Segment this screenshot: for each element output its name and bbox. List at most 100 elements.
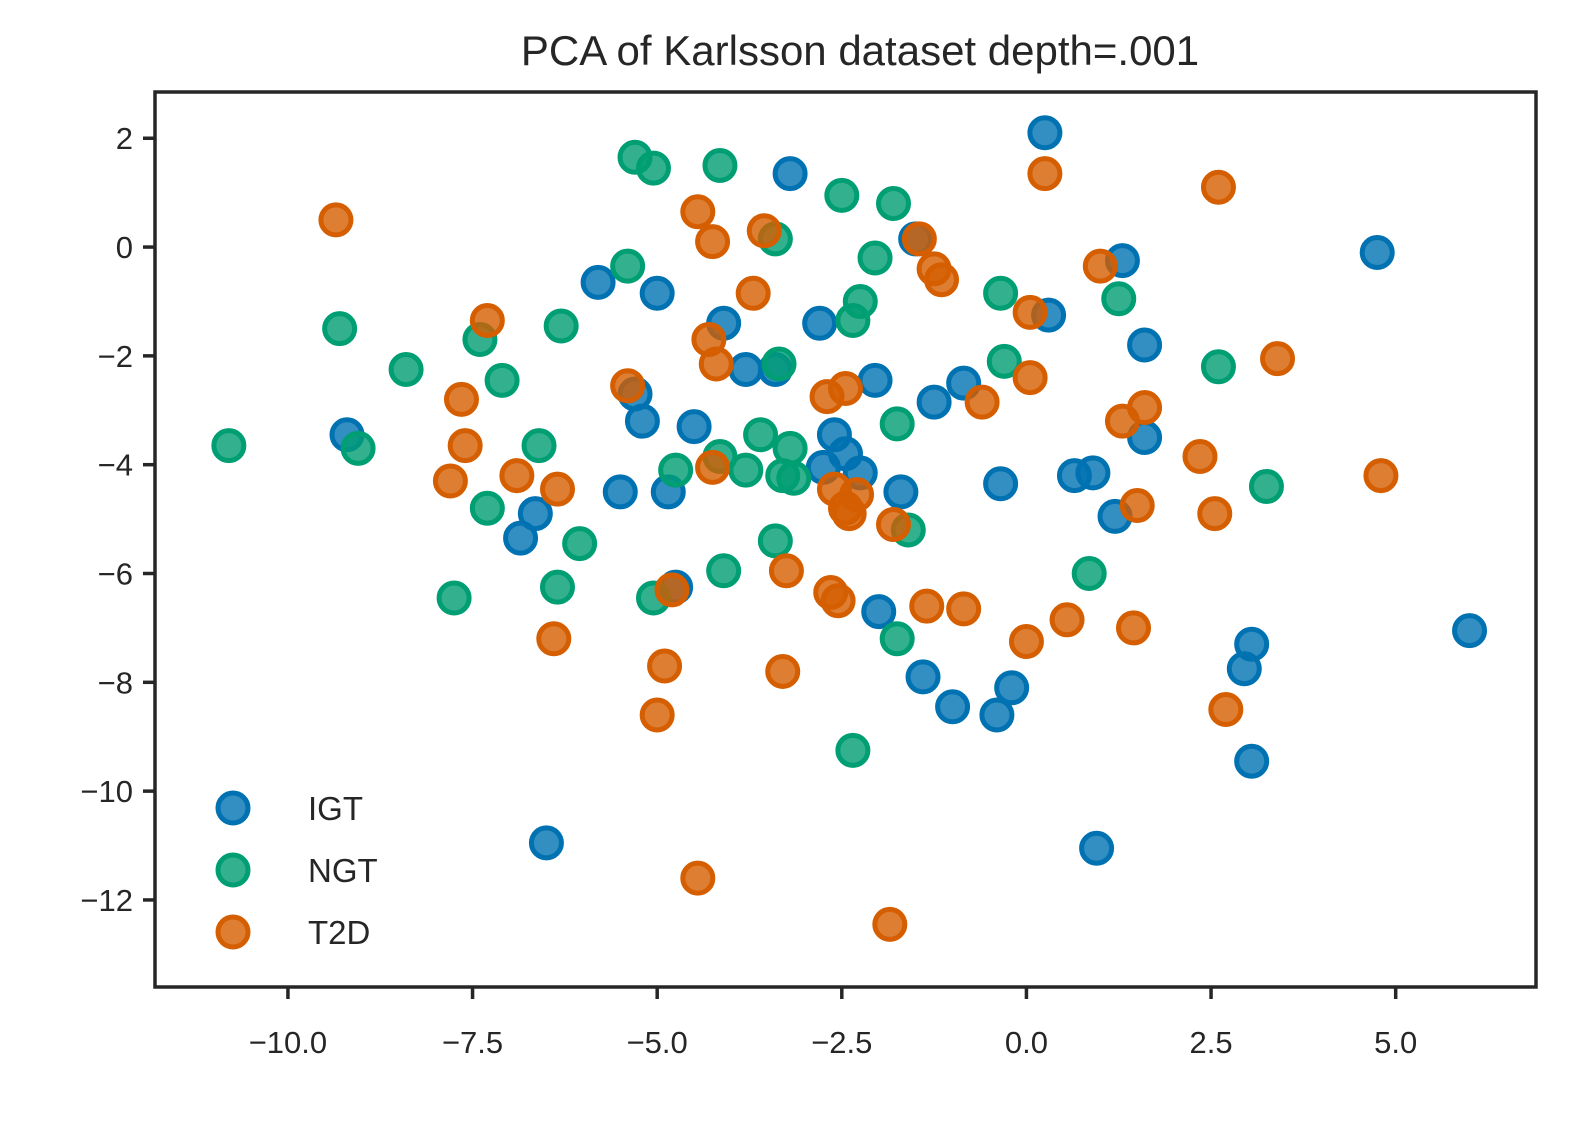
point-igt-5 — [580, 264, 616, 300]
point-ngt-16 — [484, 362, 520, 398]
point-t2d-1 — [680, 194, 716, 230]
x-axis: −10.0 −7.5 −5.0 −2.5 0.0 2.5 5.0 — [249, 987, 1417, 1060]
point-igt-45 — [528, 825, 564, 861]
series-ngt — [211, 139, 1284, 768]
point-t2d-53 — [872, 906, 908, 942]
legend: IGT NGT T2D — [215, 790, 378, 951]
x-tick-label: 0.0 — [1005, 1025, 1048, 1060]
point-t2d-49 — [765, 653, 801, 689]
point-ngt-23 — [521, 428, 557, 464]
point-igt-1 — [772, 156, 808, 192]
point-igt-26 — [983, 466, 1019, 502]
point-igt-41 — [1226, 651, 1262, 687]
point-t2d-24 — [447, 428, 483, 464]
point-t2d-3 — [746, 213, 782, 249]
point-ngt-21 — [211, 428, 247, 464]
plot-area-frame — [153, 90, 1538, 989]
point-t2d-47 — [536, 621, 572, 657]
y-axis: 2 0 −2 −4 −6 −8 −10 −12 — [80, 121, 155, 918]
point-igt-25 — [883, 474, 919, 510]
point-igt-35 — [861, 594, 897, 630]
point-ngt-7 — [610, 248, 646, 284]
point-t2d-52 — [680, 860, 716, 896]
legend-marker-ngt — [215, 852, 251, 888]
legend-label-t2d: T2D — [308, 914, 370, 951]
point-ngt-36 — [706, 553, 742, 589]
point-t2d-4 — [901, 221, 937, 257]
point-t2d-21 — [1012, 360, 1048, 396]
point-igt-44 — [1079, 830, 1115, 866]
point-ngt-34 — [757, 523, 793, 559]
point-ngt-10 — [1101, 281, 1137, 317]
point-igt-38 — [994, 670, 1030, 706]
point-igt-28 — [1075, 455, 1111, 491]
point-ngt-22 — [340, 430, 376, 466]
point-t2d-15 — [1260, 341, 1296, 377]
point-igt-18 — [624, 403, 660, 439]
point-igt-19 — [676, 409, 712, 445]
y-tick-label: 2 — [116, 121, 133, 156]
point-igt-37 — [935, 689, 971, 725]
point-t2d-14 — [698, 346, 734, 382]
y-tick-label: −12 — [80, 883, 133, 918]
point-ngt-42 — [835, 732, 871, 768]
point-ngt-24 — [743, 417, 779, 453]
point-t2d-25 — [432, 463, 468, 499]
point-ngt-3 — [824, 177, 860, 213]
point-igt-16 — [916, 384, 952, 420]
legend-marker-t2d — [215, 914, 251, 950]
point-ngt-8 — [983, 275, 1019, 311]
point-ngt-37 — [1071, 556, 1107, 592]
point-igt-33 — [503, 520, 539, 556]
point-ngt-20 — [879, 406, 915, 442]
point-igt-11 — [728, 351, 764, 387]
point-ngt-19 — [1200, 349, 1236, 385]
point-igt-39 — [979, 697, 1015, 733]
point-t2d-23 — [1104, 403, 1140, 439]
point-ngt-11 — [322, 311, 358, 347]
point-t2d-32 — [831, 496, 867, 532]
points-layer — [211, 115, 1488, 942]
point-ngt-39 — [539, 569, 575, 605]
point-t2d-38 — [768, 553, 804, 589]
x-tick-label: −10.0 — [249, 1025, 327, 1060]
point-ngt-6 — [857, 240, 893, 276]
point-t2d-0 — [318, 202, 354, 238]
point-igt-6 — [639, 275, 675, 311]
y-tick-label: −4 — [98, 448, 133, 483]
point-igt-43 — [1234, 743, 1270, 779]
point-t2d-33 — [1119, 487, 1155, 523]
point-t2d-39 — [654, 572, 690, 608]
point-t2d-42 — [909, 588, 945, 624]
point-t2d-46 — [1008, 624, 1044, 660]
point-t2d-6 — [1200, 169, 1236, 205]
point-t2d-36 — [1363, 458, 1399, 494]
point-ngt-33 — [562, 526, 598, 562]
point-igt-0 — [1027, 115, 1063, 151]
legend-label-igt: IGT — [308, 790, 363, 827]
x-tick-label: 2.5 — [1190, 1025, 1233, 1060]
point-ngt-31 — [1248, 468, 1284, 504]
point-ngt-4 — [876, 186, 912, 222]
point-t2d-9 — [1082, 248, 1118, 284]
point-t2d-41 — [820, 583, 856, 619]
point-t2d-12 — [1012, 294, 1048, 330]
point-ngt-15 — [388, 351, 424, 387]
point-t2d-8 — [924, 262, 960, 298]
point-t2d-26 — [499, 458, 535, 494]
series-t2d — [318, 156, 1399, 942]
point-igt-8 — [802, 305, 838, 341]
y-tick-label: −2 — [98, 339, 133, 374]
x-tick-label: −2.5 — [811, 1025, 872, 1060]
point-ngt-12 — [543, 308, 579, 344]
point-t2d-11 — [469, 303, 505, 339]
point-t2d-43 — [946, 591, 982, 627]
legend-marker-igt — [215, 790, 251, 826]
point-ngt-13 — [835, 303, 871, 339]
point-ngt-38 — [436, 580, 472, 616]
point-t2d-48 — [647, 648, 683, 684]
point-t2d-5 — [1027, 156, 1063, 192]
point-ngt-17 — [761, 346, 797, 382]
